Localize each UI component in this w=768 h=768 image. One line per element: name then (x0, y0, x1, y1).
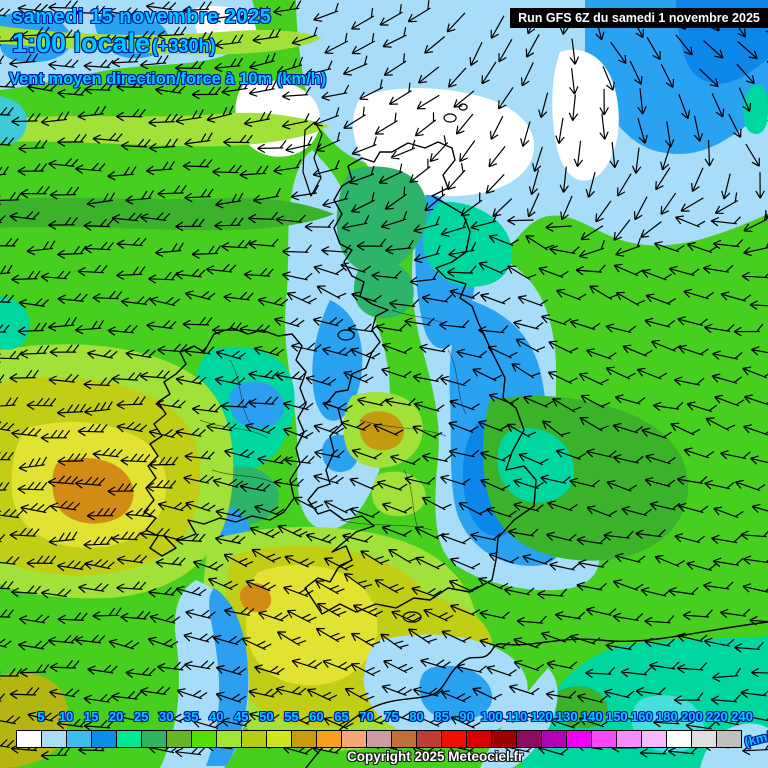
map-parameter-title: Vent moyen direction/force à 10m (km/h) (9, 70, 327, 88)
scale-label: 50 (259, 709, 274, 724)
map-local-time: 1:00 locale (12, 28, 151, 58)
wind-speed-region (0, 296, 30, 350)
coastline-path (199, 359, 277, 485)
scale-cell (342, 731, 367, 747)
scale-cell (467, 731, 492, 747)
scale-label: 20 (108, 709, 124, 724)
wind-speed-region (206, 588, 249, 766)
wind-speed-region (372, 471, 426, 517)
scale-label: 45 (234, 709, 249, 724)
coastline-path (443, 103, 468, 123)
scale-cell (392, 731, 417, 747)
scale-cell (217, 731, 242, 747)
scale-label: 5 (37, 709, 45, 724)
scale-label: 65 (334, 709, 349, 724)
wind-speed-region (552, 49, 619, 181)
scale-cell (517, 731, 542, 747)
scale-cell (592, 731, 617, 747)
scale-cell (717, 731, 741, 747)
scale-label: 80 (409, 709, 424, 724)
scale-label: 40 (209, 709, 224, 724)
scale-cell (292, 731, 317, 747)
scale-cell (17, 731, 42, 747)
wind-speed-region (0, 197, 334, 231)
scale-cell (367, 731, 392, 747)
scale-cell (267, 731, 292, 747)
scale-label: 60 (309, 709, 324, 724)
scale-cell (142, 731, 167, 747)
scale-label: 75 (384, 709, 399, 724)
scale-label: 85 (434, 709, 449, 724)
scale-label: 10 (58, 709, 74, 724)
scale-cell (317, 731, 342, 747)
scale-label: 180 (656, 709, 678, 724)
wind-speed-region (359, 411, 405, 451)
scale-cell (692, 731, 717, 747)
scale-cell (167, 731, 192, 747)
wind-speed-color-scale (16, 730, 742, 748)
scale-cell (567, 731, 592, 747)
wind-speed-region (246, 565, 378, 686)
wind-speed-region (0, 26, 322, 55)
scale-cell (542, 731, 567, 747)
scale-cell (642, 731, 667, 747)
scale-label: 160 (631, 709, 653, 724)
scale-cell (67, 731, 92, 747)
scale-cell (417, 731, 442, 747)
scale-label: 140 (580, 709, 603, 724)
scale-label: 35 (184, 709, 199, 724)
wind-speed-region (353, 88, 535, 197)
coastline-path (305, 621, 768, 768)
scale-label: 240 (731, 709, 753, 724)
map-date: samedi 15 novembre 2025 (12, 6, 272, 28)
scale-label: 130 (555, 709, 578, 724)
model-run-info: Run GFS 6Z du samedi 1 novembre 2025 (510, 8, 768, 28)
scale-cell (492, 731, 517, 747)
scale-label: 110 (506, 709, 528, 724)
scale-label: 120 (530, 709, 553, 724)
scale-cell (442, 731, 467, 747)
scale-label: 220 (706, 709, 728, 724)
scale-label: 15 (83, 709, 99, 724)
wind-speed-region (229, 381, 284, 429)
scale-cell (42, 731, 67, 747)
wind-speed-region (743, 84, 768, 134)
wind-speed-region (52, 458, 134, 524)
scale-label: 25 (133, 709, 149, 724)
scale-cell (92, 731, 117, 747)
scale-cell (667, 731, 692, 747)
scale-label: 100 (480, 709, 503, 724)
scale-label: 90 (459, 709, 474, 724)
wind-speed-region (419, 665, 493, 721)
scale-cell (192, 731, 217, 747)
coastline-path (339, 309, 467, 539)
scale-cell (617, 731, 642, 747)
scale-label: 30 (158, 709, 174, 724)
forecast-offset: (+330h) (152, 36, 216, 56)
wind-speed-region (354, 260, 414, 319)
copyright-notice: Copyright 2025 Meteociel.fr (347, 749, 524, 764)
wind-speed-region (240, 583, 272, 612)
scale-cell (242, 731, 267, 747)
scale-label: 70 (359, 709, 374, 724)
scale-label: 200 (681, 709, 703, 724)
scale-label: 55 (284, 709, 299, 724)
scale-cell (117, 731, 142, 747)
scale-label: 150 (605, 709, 628, 724)
